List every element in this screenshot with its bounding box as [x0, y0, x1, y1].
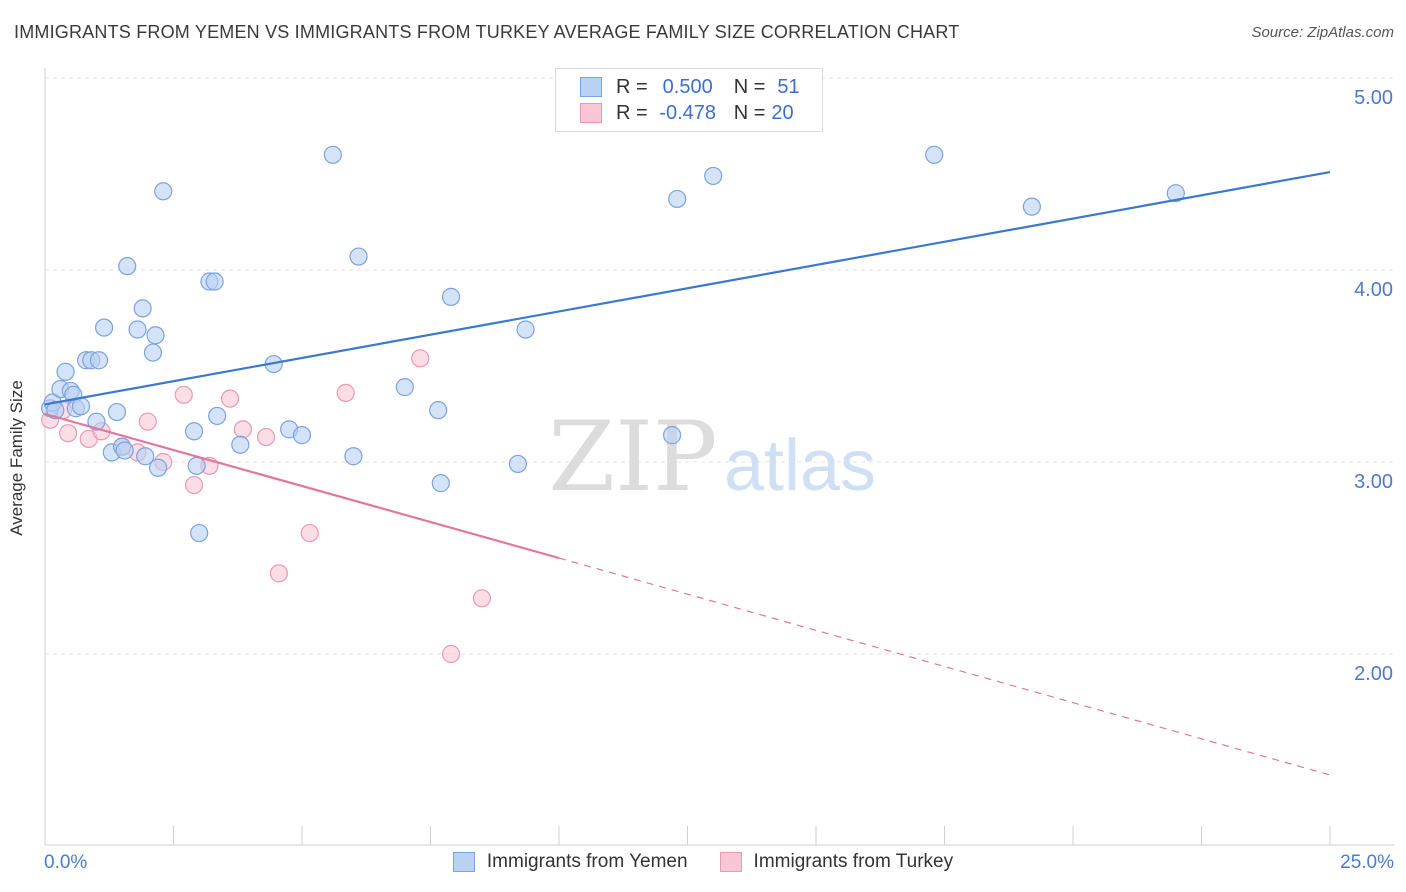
y-tick-label-2: 4.00: [1354, 279, 1393, 301]
yemen-point-3: [56, 362, 75, 381]
yemen-trend-line-solid: [44, 170, 1331, 406]
y-axis-label: Average Family Size: [7, 380, 26, 536]
series-legend: Immigrants from Yemen Immigrants from Tu…: [0, 851, 1406, 873]
turkey-point-15: [269, 564, 288, 583]
yemen-point-18: [128, 320, 147, 339]
turkey-point-20: [472, 589, 491, 608]
legend-turkey-n-value: 20: [771, 101, 794, 124]
yemen-point-37: [349, 247, 368, 266]
x-tick-min: 0.0%: [44, 852, 88, 873]
y-tick-label-0: 2.00: [1354, 663, 1393, 685]
yemen-point-47: [925, 145, 944, 164]
legend-row-yemen: R = 0.500 N = 51: [580, 75, 800, 99]
yemen-point-11: [89, 351, 109, 370]
legend-yemen-n-label: N =: [733, 75, 766, 98]
series-legend-turkey: Immigrants from Turkey: [719, 851, 954, 873]
series-legend-yemen-label: Immigrants from Yemen: [486, 851, 688, 872]
yemen-point-23: [148, 458, 168, 477]
series-legend-turkey-label: Immigrants from Turkey: [753, 851, 954, 872]
yemen-point-12: [95, 318, 114, 337]
yemen-point-26: [187, 456, 206, 475]
source-label: Source: ZipAtlas.com: [1251, 24, 1394, 41]
turkey-point-13: [233, 420, 252, 439]
yemen-points: [41, 145, 1185, 543]
y-tick-label-1: 3.00: [1354, 471, 1393, 493]
turkey-trend-line-dashed: [558, 557, 1331, 776]
yemen-point-35: [323, 145, 342, 164]
yemen-point-25: [184, 422, 204, 441]
y-tick-labels: 2.00 3.00 4.00 5.00: [1354, 87, 1393, 685]
x-tick-max: 25.0%: [1340, 852, 1394, 873]
turkey-point-7: [138, 412, 157, 431]
yemen-point-39: [429, 401, 448, 420]
y-tick-label-3: 5.00: [1354, 87, 1393, 109]
yemen-point-41: [441, 287, 461, 306]
yemen-point-45: [668, 189, 687, 209]
legend-yemen-r-label: R =: [616, 75, 648, 98]
grid-lines: [45, 77, 1395, 655]
yemen-point-46: [704, 166, 723, 186]
turkey-point-17: [336, 383, 355, 402]
chart-title: IMMIGRANTS FROM YEMEN VS IMMIGRANTS FROM…: [14, 22, 960, 42]
legend-yemen-n-value: 51: [777, 75, 800, 98]
legend-row-turkey: R = -0.478 N = 20: [580, 101, 794, 125]
yemen-point-44: [662, 426, 682, 445]
legend-yemen-r-value: 0.500: [662, 75, 713, 98]
series-legend-swatch-turkey: [719, 852, 742, 872]
yemen-point-48: [1022, 197, 1041, 216]
watermark-zip: ZIP: [548, 401, 717, 513]
series-legend-yemen: Immigrants from Yemen: [452, 851, 688, 873]
turkey-point-18: [411, 349, 430, 368]
axes: [44, 68, 1395, 846]
turkey-trend-line-solid: [44, 412, 560, 560]
turkey-point-14: [256, 427, 276, 447]
legend-swatch-turkey: [580, 103, 602, 123]
yemen-point-14: [107, 402, 127, 422]
watermark-atlas: atlas: [724, 426, 876, 506]
yemen-point-19: [133, 299, 152, 318]
yemen-point-42: [508, 454, 527, 474]
series-legend-swatch-yemen: [452, 852, 475, 872]
yemen-point-17: [118, 257, 137, 276]
turkey-points: [41, 349, 491, 664]
yemen-point-22: [146, 326, 165, 345]
legend-turkey-r-label: R =: [616, 101, 648, 124]
yemen-point-27: [190, 523, 209, 543]
yemen-point-38: [395, 378, 414, 397]
yemen-point-36: [344, 447, 363, 466]
turkey-point-10: [184, 475, 204, 495]
yemen-point-31: [231, 435, 250, 454]
watermark: ZIP atlas: [548, 401, 876, 513]
legend-turkey-n-label: N =: [733, 101, 766, 124]
yemen-point-21: [143, 343, 163, 362]
yemen-point-10: [87, 412, 106, 431]
yemen-point-24: [154, 182, 173, 201]
correlation-legend: R = 0.500 N = 51 R = -0.478 N = 20: [555, 68, 823, 132]
yemen-point-30: [208, 406, 227, 426]
yemen-point-49: [1166, 184, 1185, 203]
yemen-point-16: [115, 441, 134, 460]
trend-lines: [44, 170, 1331, 776]
yemen-point-34: [292, 426, 312, 445]
turkey-point-12: [220, 389, 240, 408]
turkey-point-9: [174, 385, 193, 404]
legend-swatch-yemen: [580, 77, 602, 97]
yemen-point-7: [71, 397, 91, 416]
yemen-point-40: [431, 474, 450, 493]
turkey-point-19: [441, 644, 461, 664]
legend-turkey-r-value: -0.478: [659, 101, 717, 124]
yemen-point-20: [136, 447, 155, 466]
turkey-point-16: [300, 523, 319, 543]
yemen-point-43: [516, 320, 535, 339]
yemen-point-29: [205, 272, 224, 291]
turkey-point-2: [59, 424, 78, 443]
